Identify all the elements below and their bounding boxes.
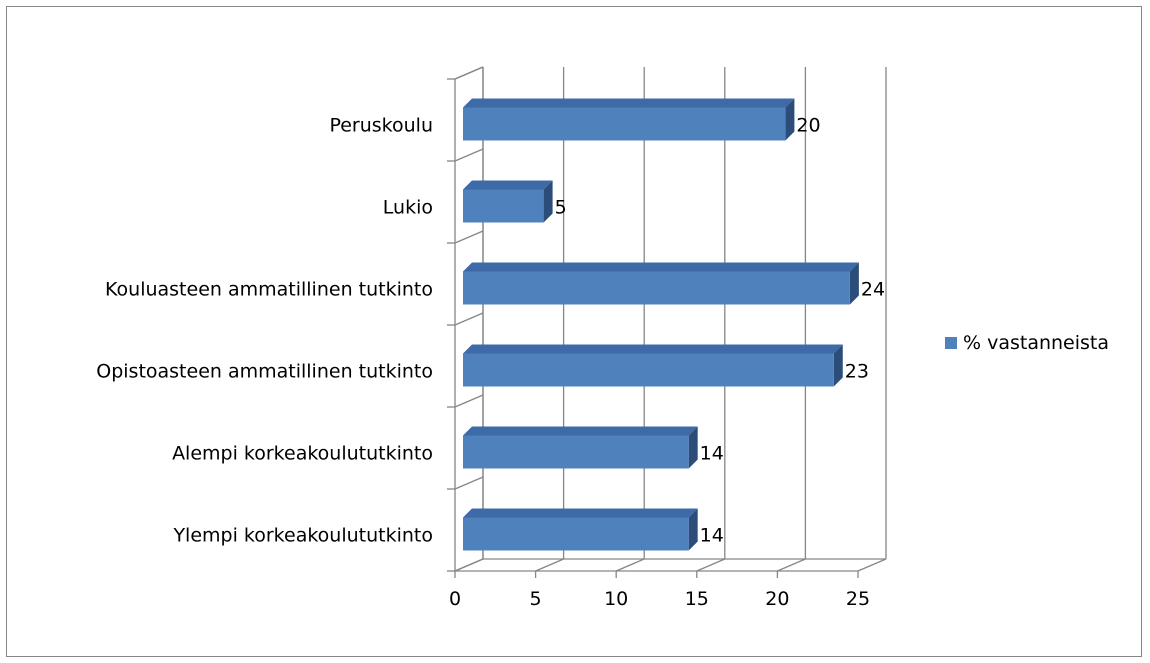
bar <box>463 426 698 469</box>
tick-label: 0 <box>449 588 461 610</box>
data-label: 23 <box>845 361 869 383</box>
bar <box>463 180 553 223</box>
bar-side <box>543 180 553 223</box>
bar-front <box>463 353 834 387</box>
bar-top <box>463 426 698 436</box>
bar-front <box>463 517 689 551</box>
category-label: Opistoasteen ammatillinen tutkinto <box>96 361 433 383</box>
floor-line <box>777 558 806 572</box>
tick-labels: 0 5 10 15 20 25 <box>449 588 870 610</box>
legend: % vastanneista <box>945 332 1109 354</box>
data-label: 20 <box>796 115 820 137</box>
bar-side <box>785 98 795 141</box>
category-labels: Peruskoulu Lukio Kouluasteen ammatillinen … <box>96 115 433 547</box>
tick-label: 25 <box>846 588 870 610</box>
wall-divider <box>454 230 484 244</box>
bar-top <box>463 508 698 518</box>
bar <box>463 98 795 141</box>
category-label: Ylempi korkeakoulututkinto <box>172 525 433 547</box>
data-label: 14 <box>700 525 724 547</box>
bar-side <box>688 508 698 551</box>
wall-divider <box>454 394 484 408</box>
gridlines <box>454 67 887 578</box>
bar <box>463 344 843 387</box>
tick-label: 15 <box>685 588 709 610</box>
wall-divider <box>454 476 484 490</box>
legend-label: % vastanneista <box>963 332 1109 354</box>
floor-line <box>857 558 887 572</box>
bar-top <box>463 262 859 272</box>
bar-side <box>849 262 859 305</box>
bar-front <box>463 271 850 305</box>
bar-side <box>833 344 843 387</box>
bar <box>463 508 698 551</box>
tick-label: 20 <box>765 588 789 610</box>
bar-chart: Peruskoulu Lukio Kouluasteen ammatillinen … <box>96 66 1109 610</box>
floor-line <box>696 558 726 572</box>
data-label: 14 <box>700 443 724 465</box>
chart-walls <box>447 66 484 572</box>
bar-top <box>463 180 553 190</box>
bar-top <box>463 344 843 354</box>
category-label: Kouluasteen ammatillinen tutkinto <box>105 279 433 301</box>
floor-line <box>615 558 645 572</box>
wall-divider <box>454 66 484 80</box>
wall-divider <box>454 148 484 162</box>
bar-top <box>463 98 795 108</box>
category-label: Peruskoulu <box>329 115 433 137</box>
floor-line <box>535 558 564 572</box>
tick-label: 5 <box>530 588 542 610</box>
legend-swatch <box>945 337 957 349</box>
floor-line <box>454 558 484 572</box>
data-label: 5 <box>555 197 567 219</box>
bar-front <box>463 435 689 469</box>
chart-area: Peruskoulu Lukio Kouluasteen ammatillinen … <box>6 6 1142 657</box>
bar <box>463 262 859 305</box>
data-label: 24 <box>861 279 885 301</box>
wall-divider <box>454 312 484 326</box>
tick-label: 10 <box>604 588 628 610</box>
bar-side <box>688 426 698 469</box>
data-labels: 20 5 24 23 14 14 <box>555 115 885 547</box>
bar-front <box>463 189 544 223</box>
category-label: Lukio <box>383 197 433 219</box>
bars <box>463 98 859 551</box>
category-label: Alempi korkeakoulututkinto <box>172 443 433 465</box>
bar-front <box>463 107 786 141</box>
